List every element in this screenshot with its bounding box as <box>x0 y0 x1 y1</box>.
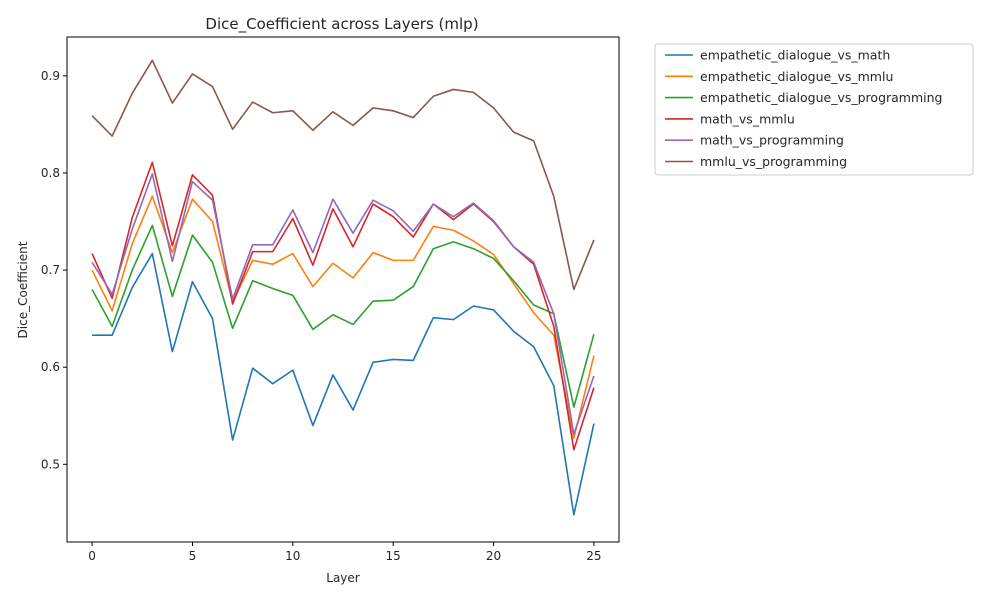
legend-box <box>654 43 974 176</box>
series-line-math-vs-programming <box>91 173 595 436</box>
series-lines <box>91 59 595 516</box>
legend-entry: empathetic_dialogue_vs_mmlu <box>700 69 893 84</box>
series-line-empathetic-dialogue-vs-mmlu <box>91 195 595 439</box>
x-tick-label: 25 <box>586 549 601 563</box>
legend-entry: math_vs_programming <box>700 133 844 148</box>
series-line-empathetic-dialogue-vs-math <box>92 252 595 516</box>
y-tick-label: 0.5 <box>41 457 60 471</box>
y-tick-label: 0.7 <box>41 263 60 277</box>
series-line-empathetic-dialogue-vs-programming <box>91 224 595 408</box>
plot-frame <box>66 36 620 543</box>
y-axis: 0.5 0.6 0.7 0.8 0.9 <box>41 69 67 471</box>
legend-entry: math_vs_mmlu <box>700 111 795 126</box>
legend-entry: empathetic_dialogue_vs_programming <box>700 90 942 105</box>
chart-title: Dice_Coefficient across Layers (mlp) <box>205 15 478 34</box>
y-tick-label: 0.8 <box>41 166 60 180</box>
x-axis: 0 5 10 15 20 25 <box>88 542 602 563</box>
legend: empathetic_dialogue_vs_math empathetic_di… <box>654 43 974 176</box>
x-tick-label: 0 <box>88 549 96 563</box>
legend-entry: empathetic_dialogue_vs_math <box>700 48 890 63</box>
y-axis-label: Dice_Coefficient <box>16 241 30 338</box>
x-tick-label: 5 <box>189 549 197 563</box>
y-tick-label: 0.9 <box>41 69 60 83</box>
x-tick-label: 10 <box>285 549 300 563</box>
x-tick-label: 20 <box>486 549 501 563</box>
legend-entry: mmlu_vs_programming <box>700 154 847 169</box>
x-axis-label: Layer <box>326 571 360 585</box>
x-tick-label: 15 <box>386 549 401 563</box>
series-line-mmlu-vs-programming <box>91 59 595 291</box>
y-tick-label: 0.6 <box>41 360 60 374</box>
